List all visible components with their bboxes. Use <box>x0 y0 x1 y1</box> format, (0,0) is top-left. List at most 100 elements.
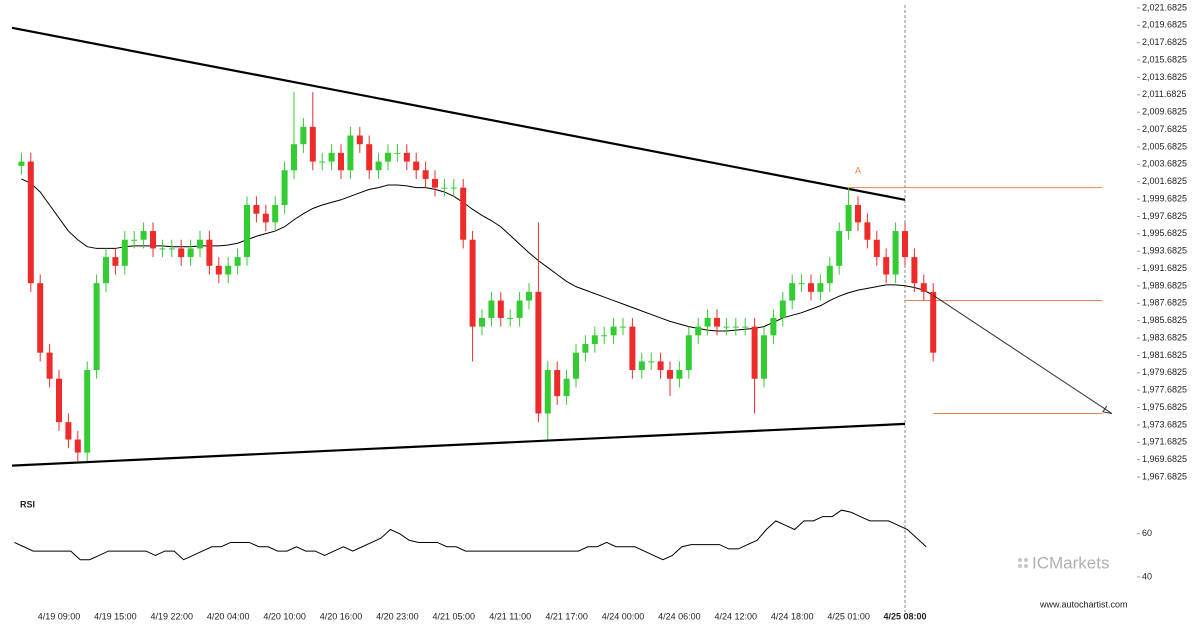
candle-body <box>883 257 890 275</box>
x-tick-label: 4/25 08:00 <box>883 611 926 621</box>
candle-body <box>244 204 250 258</box>
candle-body <box>488 300 495 318</box>
candle-body <box>394 152 401 154</box>
candle-body <box>535 291 542 414</box>
x-tick-label: 4/21 11:00 <box>489 611 531 621</box>
candle-body <box>422 170 429 179</box>
candle-body <box>234 257 241 266</box>
x-tick-label: 4/24 06:00 <box>658 611 701 621</box>
candle-body <box>864 222 871 240</box>
y-tick-label: 1,991.6825 <box>1142 263 1187 273</box>
logo-dot <box>1024 564 1028 568</box>
y-tick-label: 2,001.6825 <box>1142 176 1187 186</box>
x-tick-label: 4/25 01:00 <box>827 611 870 621</box>
y-tick-label: 1,989.6825 <box>1142 280 1187 290</box>
candle-body <box>65 422 72 440</box>
candle-body <box>638 361 645 371</box>
y-tick-label: 2,007.6825 <box>1142 124 1187 134</box>
candle-body <box>685 335 692 371</box>
y-tick-label: 2,015.6825 <box>1142 54 1187 64</box>
candle-body <box>450 187 457 189</box>
candle-body <box>225 265 232 275</box>
candle-body <box>441 187 448 189</box>
candle-body <box>403 152 410 162</box>
candle-body <box>37 283 44 353</box>
candle-body <box>582 343 589 353</box>
brand-logo: ICMarkets <box>1018 553 1109 572</box>
candle-body <box>131 239 138 241</box>
candle-body <box>121 239 128 266</box>
candle-body <box>601 335 608 337</box>
y-tick-label: 1,983.6825 <box>1142 332 1187 342</box>
x-tick-label: 4/20 16:00 <box>320 611 363 621</box>
y-tick-label: 2,009.6825 <box>1142 107 1187 117</box>
rsi-line <box>14 509 927 561</box>
candle-body <box>469 239 476 327</box>
candle-body <box>845 204 852 232</box>
candle-body <box>187 248 194 258</box>
candle-body <box>262 213 269 223</box>
candle-body <box>150 231 156 249</box>
y-tick-label: 1,985.6825 <box>1142 315 1187 325</box>
candle-body <box>779 300 786 318</box>
candle-body <box>140 231 147 240</box>
y-tick-label: 2,017.6825 <box>1142 37 1187 47</box>
candle-body <box>544 370 551 414</box>
candle-body <box>808 283 814 292</box>
candle-body <box>629 326 636 371</box>
candle-body <box>347 135 354 171</box>
trendline <box>11 422 906 467</box>
y-tick-label: 1,993.6825 <box>1142 246 1187 256</box>
y-tick-label: 2,003.6825 <box>1142 159 1187 169</box>
y-tick-label: 60 <box>1142 528 1152 538</box>
candle-body <box>610 326 617 336</box>
candle-body <box>714 317 720 327</box>
candle-body <box>695 326 702 336</box>
candle-body <box>56 378 62 423</box>
moving-average <box>21 178 934 332</box>
candle-body <box>178 248 185 258</box>
candle-body <box>648 361 655 363</box>
logo-dot <box>1018 564 1022 568</box>
candle-body <box>873 239 880 258</box>
x-tick-label: 4/20 04:00 <box>207 611 250 621</box>
candle-body <box>817 283 824 292</box>
y-tick-label: 2,005.6825 <box>1142 141 1187 151</box>
candle-body <box>620 326 626 328</box>
candle-body <box>732 326 739 328</box>
candle-body <box>385 152 391 162</box>
y-tick-label: 1,971.6825 <box>1142 437 1187 447</box>
x-tick-label: 4/19 09:00 <box>38 611 81 621</box>
candle-body <box>826 265 833 284</box>
candle-body <box>507 317 514 319</box>
candle-body <box>892 231 899 275</box>
candle-body <box>328 152 335 162</box>
x-tick-label: 4/19 15:00 <box>94 611 137 621</box>
candle-body <box>704 317 711 327</box>
annotation-label: A <box>855 166 861 176</box>
x-tick-label: 4/21 05:00 <box>433 611 476 621</box>
candle-body <box>93 283 100 371</box>
x-tick-label: 4/21 17:00 <box>545 611 588 621</box>
y-tick-label: 1,999.6825 <box>1142 193 1187 203</box>
y-tick-label: 2,021.6825 <box>1142 2 1187 12</box>
candle-body <box>751 326 758 379</box>
forecast-arrow <box>932 294 1113 414</box>
candle-body <box>103 257 109 284</box>
x-tick-label: 4/24 00:00 <box>602 611 645 621</box>
candle-body <box>516 300 523 318</box>
candle-body <box>413 161 420 171</box>
y-tick-label: 1,987.6825 <box>1142 298 1187 308</box>
candle-body <box>319 161 326 163</box>
candle-body <box>206 239 213 266</box>
candle-body <box>168 248 175 250</box>
candle-body <box>497 300 504 318</box>
rsi-title: RSI <box>20 499 35 509</box>
candle-body <box>479 317 485 327</box>
candle-body <box>291 144 297 171</box>
x-tick-label: 4/20 10:00 <box>263 611 306 621</box>
y-tick-label: 2,011.6825 <box>1142 89 1186 99</box>
candle-body <box>197 239 203 249</box>
